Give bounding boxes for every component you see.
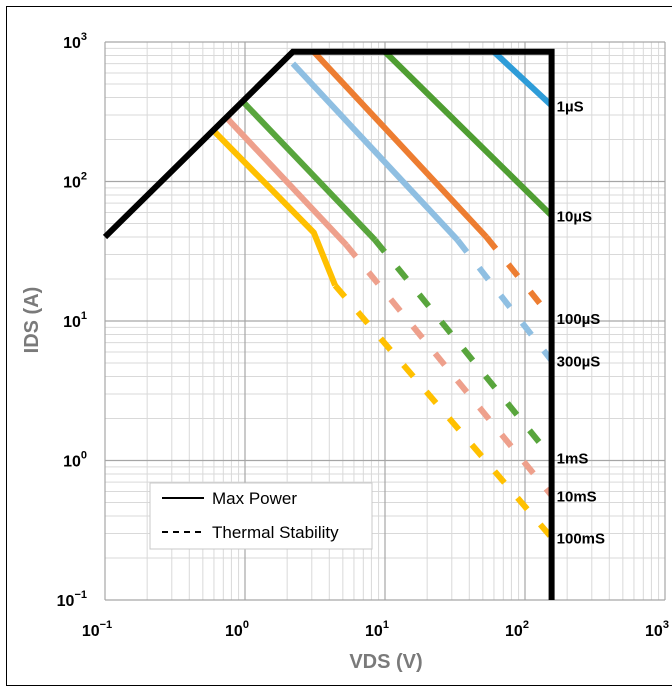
y-tick-label: 102 [63,171,87,192]
legend: Max Power Thermal Stability [149,482,373,550]
series-label: 1mS [557,451,589,468]
series-line-solid [311,49,489,240]
x-tick-label: 101 [365,619,389,640]
x-tick-labels: 10−1 100 101 102 103 [82,619,669,640]
series-line-solid [382,49,554,218]
x-tick-label: 102 [505,619,529,640]
legend-label-thermal-stability: Thermal Stability [212,523,339,542]
series-line-solid [223,114,349,248]
series-label: 10mS [557,489,597,506]
max-power-boundary [102,48,555,600]
y-tick-label: 10−1 [57,589,87,610]
chart-frame [6,6,672,686]
y-tick-label: 101 [63,310,87,331]
series-line-dashed [344,243,554,498]
x-axis-title: VDS (V) [349,651,422,673]
x-tick-label: 10−1 [82,619,112,640]
legend-label-max-power: Max Power [212,489,297,508]
y-tick-label: 100 [63,450,87,471]
series-label: 10µS [557,209,592,226]
series-line-solid [290,61,460,243]
series-label: 1µS [557,99,584,116]
series-line-dashed [455,238,554,363]
y-axis-title: IDS (A) [21,287,43,354]
boundary-layer [102,48,555,600]
y-tick-label: 103 [63,31,87,52]
x-tick-label: 100 [225,619,249,640]
legend-box [149,482,373,550]
grid-major [104,41,666,601]
series-line-solid [491,49,554,108]
series-label: 300µS [557,354,601,371]
series-layer [211,49,554,540]
series-line-solid [239,98,378,243]
series-label: 100µS [557,311,601,328]
series-label: 100mS [557,531,605,548]
y-tick-labels: 10−1 100 101 102 103 [57,31,87,610]
x-tick-label: 103 [645,619,669,640]
series-labels: 1µS 10µS 100µS 300µS 1mS 10mS 100mS [557,99,605,548]
series-line-solid [211,128,338,287]
series-line-dashed [372,238,554,460]
